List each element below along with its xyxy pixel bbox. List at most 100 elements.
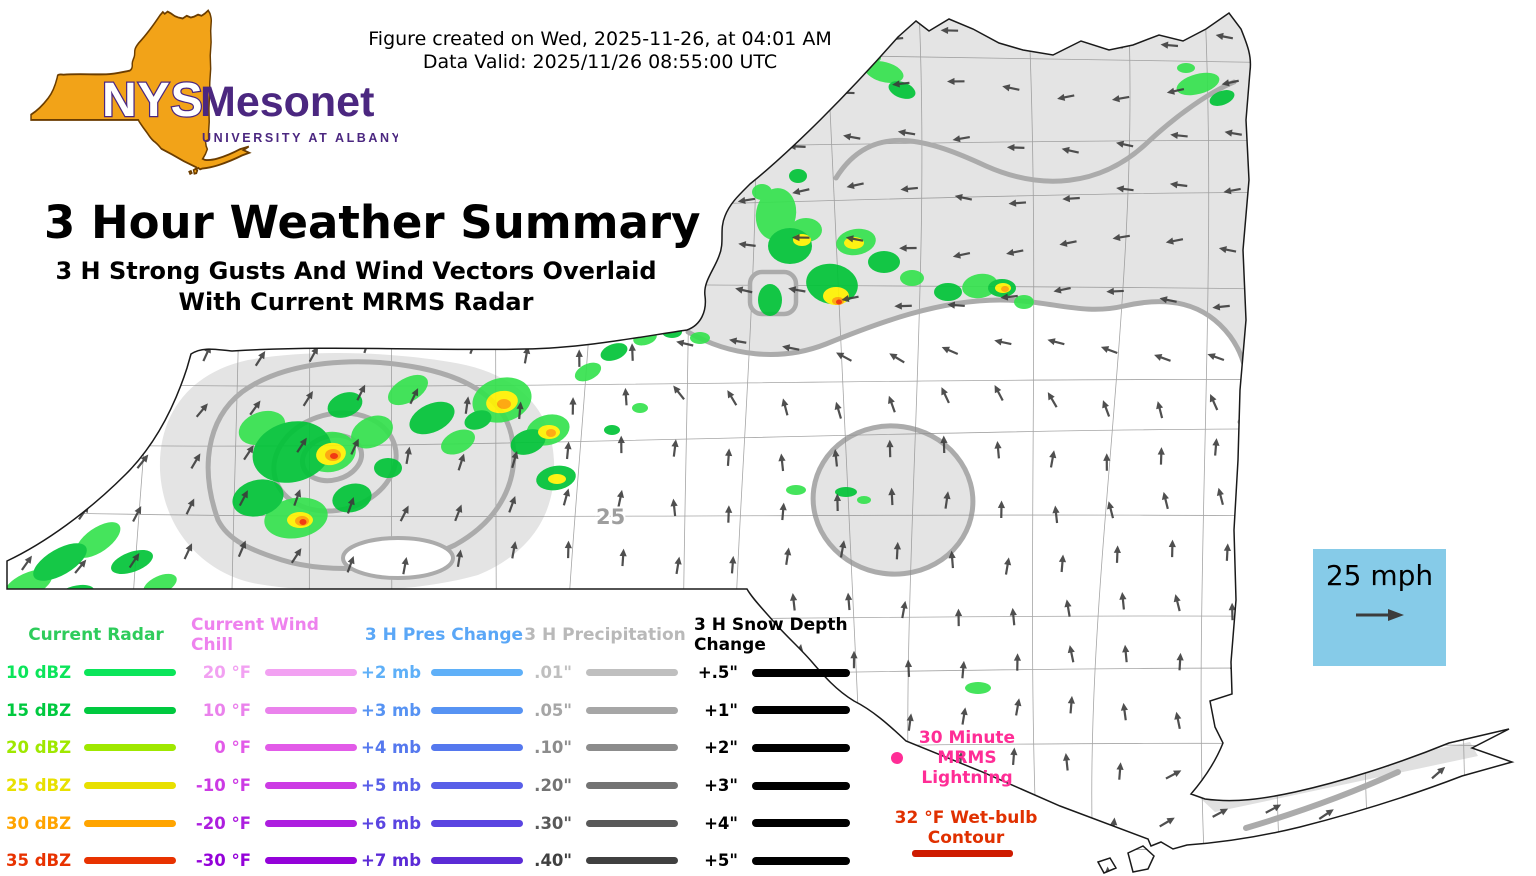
legend-row: +3 mb: [361, 692, 527, 730]
legend-label: +3": [704, 776, 738, 796]
legend-label: 30 dBZ: [6, 813, 72, 833]
legend-swatch: [431, 706, 523, 714]
legend-swatch: [431, 819, 523, 827]
subtitle-line-2: With Current MRMS Radar: [178, 288, 534, 316]
lightning-line-2: MRMS: [937, 748, 997, 768]
legend-label: +6 mb: [361, 813, 422, 833]
legend-row: +6 mb: [361, 804, 527, 842]
legend-column-wind-chill: Current Wind Chill 20 °F 10 °F 0 °F -10 …: [191, 615, 361, 876]
legend-swatch: [586, 669, 678, 677]
legend-row: +4 mb: [361, 729, 527, 767]
legend-row: +4": [694, 804, 904, 842]
legend-row: 20 dBZ: [6, 729, 186, 767]
legend-row: 30 dBZ: [6, 804, 186, 842]
lightning-line-3: Lightning: [921, 768, 1013, 788]
legend-row: -30 °F: [191, 842, 361, 876]
legend-swatch: [265, 669, 357, 677]
legend-column-radar: Current Radar 10 dBZ 15 dBZ 20 dBZ 25 dB…: [6, 616, 186, 876]
legend-row: -10 °F: [191, 767, 361, 805]
legend-title: 3 H Pres Change: [364, 625, 524, 645]
legend-swatch: [586, 819, 678, 827]
legend-label: 10 °F: [202, 700, 251, 720]
legend-swatch: [265, 744, 357, 752]
lightning-legend: 30 Minute MRMS Lightning: [858, 728, 1076, 788]
legend-label: -20 °F: [195, 813, 251, 833]
nys-mesonet-logo: NYS Mesonet UNIVERSITY AT ALBANY: [30, 9, 398, 175]
legend-title: Current Wind Chill: [191, 615, 319, 655]
legend-swatch: [84, 857, 176, 865]
lightning-dot-icon: [891, 752, 903, 764]
legend-column-snow-depth: 3 H Snow Depth Change +.5" +1" +2" +3" +…: [694, 615, 904, 876]
logo-acronym: NYS: [102, 74, 204, 127]
legend-row: 20 °F: [191, 654, 361, 692]
legend-swatch: [586, 782, 678, 790]
logo-tagline: UNIVERSITY AT ALBANY: [202, 131, 398, 145]
legend-label: 15 dBZ: [6, 700, 72, 720]
legend-row: +2": [694, 729, 904, 767]
legend-swatch: [84, 669, 176, 677]
legend-row: 10 dBZ: [6, 654, 186, 692]
legend-swatch: [752, 781, 850, 790]
legend-row: .20": [524, 767, 686, 805]
wind-scale-box: 25 mph: [1313, 549, 1446, 666]
legend-swatch: [431, 782, 523, 790]
legend-swatch: [265, 819, 357, 827]
legend-row: 35 dBZ: [6, 842, 186, 876]
legend-label: +7 mb: [361, 851, 422, 871]
legend-label: +3 mb: [361, 700, 422, 720]
lightning-line-1: 30 Minute: [918, 728, 1016, 748]
legend-label: +4": [704, 813, 738, 833]
data-valid-line: Data Valid: 2025/11/26 08:55:00 UTC: [422, 51, 778, 73]
legend-label: .30": [534, 813, 572, 833]
legend-label: .10": [534, 738, 572, 758]
legend-swatch: [84, 819, 176, 827]
legend-swatch: [586, 857, 678, 865]
radar-echoes: [7, 53, 1312, 750]
legend-label: .05": [534, 700, 572, 720]
legend-swatch: [752, 743, 850, 752]
gust-contour-value-label: 25: [596, 505, 625, 529]
subtitle-line-1: 3 H Strong Gusts And Wind Vectors Overla…: [55, 257, 657, 285]
legend-swatch: [431, 857, 523, 865]
legend-row: 0 °F: [191, 729, 361, 767]
legend-column-precipitation: 3 H Precipitation .01" .05" .10" .20" .3…: [524, 616, 686, 876]
legend-row: +3": [694, 767, 904, 805]
wind-scale-arrow-icon: [1355, 609, 1404, 621]
legend-row: 25 dBZ: [6, 767, 186, 805]
page-title: 3 Hour Weather Summary: [44, 196, 701, 249]
legend-label: -10 °F: [195, 776, 251, 796]
figure-created-line: Figure created on Wed, 2025-11-26, at 04…: [368, 28, 832, 50]
legend-title: 3 H Snow Depth Change: [694, 615, 848, 655]
wetbulb-legend-label: 32 °F Wet-bulb Contour: [894, 808, 1038, 848]
legend-label: +1": [704, 700, 738, 720]
legend-label: +.5": [697, 663, 738, 683]
legend-label: 0 °F: [214, 738, 251, 758]
legend-swatch: [265, 706, 357, 714]
legend-row: .10": [524, 729, 686, 767]
legend-label: .01": [534, 663, 572, 683]
page-subtitle: 3 H Strong Gusts And Wind Vectors Overla…: [46, 256, 666, 318]
legend-row: +5 mb: [361, 767, 527, 805]
legend-row: .40": [524, 842, 686, 876]
legend-swatch: [84, 706, 176, 714]
legend-label: -30 °F: [195, 851, 251, 871]
legend-label: 10 dBZ: [6, 663, 72, 683]
legend-swatch: [431, 744, 523, 752]
legend-label: +2": [704, 738, 738, 758]
legend-row: +2 mb: [361, 654, 527, 692]
legend-label: 25 dBZ: [6, 776, 72, 796]
wind-scale-label: 25 mph: [1325, 559, 1434, 592]
legend-label: +5": [704, 851, 738, 871]
legend-row: .05": [524, 692, 686, 730]
legend-swatch: [752, 668, 850, 677]
legend-row: .01": [524, 654, 686, 692]
legend-label: 35 dBZ: [6, 851, 72, 871]
legend-swatch: [84, 744, 176, 752]
legend-row: +1": [694, 692, 904, 730]
legend-swatch: [752, 706, 850, 715]
legend-label: +2 mb: [361, 663, 422, 683]
legend-swatch: [586, 744, 678, 752]
legend-row: +.5": [694, 654, 904, 692]
legend-row: +5": [694, 842, 904, 876]
